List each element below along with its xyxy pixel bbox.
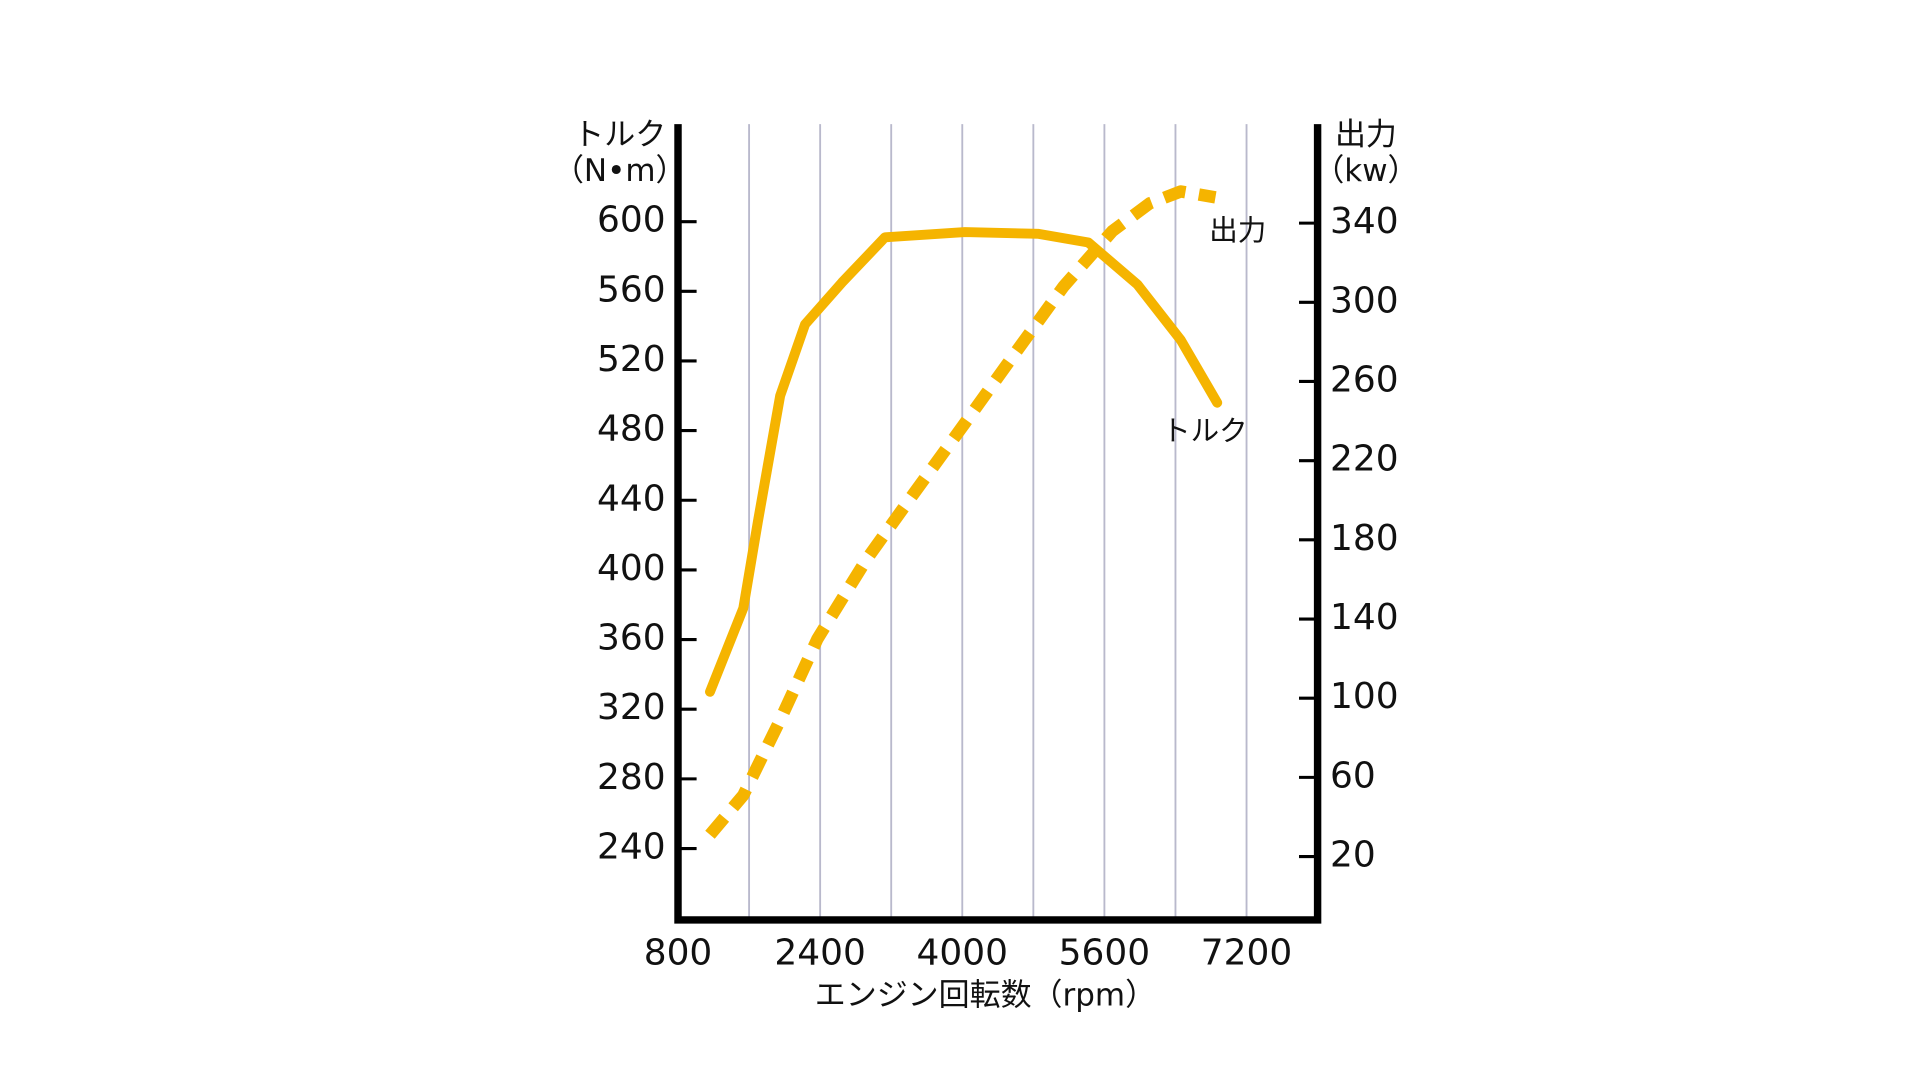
y-tick-label: 600: [597, 200, 666, 241]
y2-tick-label: 100: [1330, 676, 1399, 717]
y-axis-unit: （N•m）: [553, 153, 687, 189]
y-tick-label: 400: [597, 548, 666, 589]
series-line: [705, 185, 1217, 839]
x-tick-label: 4000: [917, 933, 1008, 974]
series-label: 出力: [1209, 214, 1266, 247]
y2-tick-label: 220: [1330, 439, 1399, 480]
y2-axis-title: 出力: [1335, 117, 1397, 153]
x-tick-label: 2400: [774, 933, 865, 974]
x-tick-label: 7200: [1201, 933, 1292, 974]
series-label: トルク: [1162, 414, 1248, 447]
y-tick-label: 560: [597, 269, 666, 310]
y-axis-title: トルク: [573, 117, 666, 153]
y2-tick-label: 20: [1330, 835, 1376, 876]
y2-tick-label: 140: [1330, 597, 1399, 638]
y-tick-label: 360: [597, 618, 666, 659]
y2-axis-unit: （kw）: [1313, 153, 1418, 189]
x-tick-label: 800: [644, 933, 713, 974]
y2-tick-label: 340: [1330, 201, 1399, 242]
y2-tick-label: 260: [1330, 359, 1399, 400]
y-tick-label: 280: [597, 757, 666, 798]
y-tick-label: 240: [597, 827, 666, 868]
y-tick-label: 480: [597, 409, 666, 450]
y2-tick-label: 180: [1330, 518, 1399, 559]
y2-tick-label: 60: [1330, 755, 1376, 796]
y-tick-label: 440: [597, 478, 666, 519]
y-tick-label: 520: [597, 339, 666, 380]
series-line: [705, 227, 1223, 697]
x-tick-label: 5600: [1059, 933, 1150, 974]
y-tick-label: 320: [597, 687, 666, 728]
x-axis-title: エンジン回転数（rpm）: [815, 977, 1156, 1013]
axis-frame: [674, 124, 1322, 924]
y2-tick-label: 300: [1330, 280, 1399, 321]
